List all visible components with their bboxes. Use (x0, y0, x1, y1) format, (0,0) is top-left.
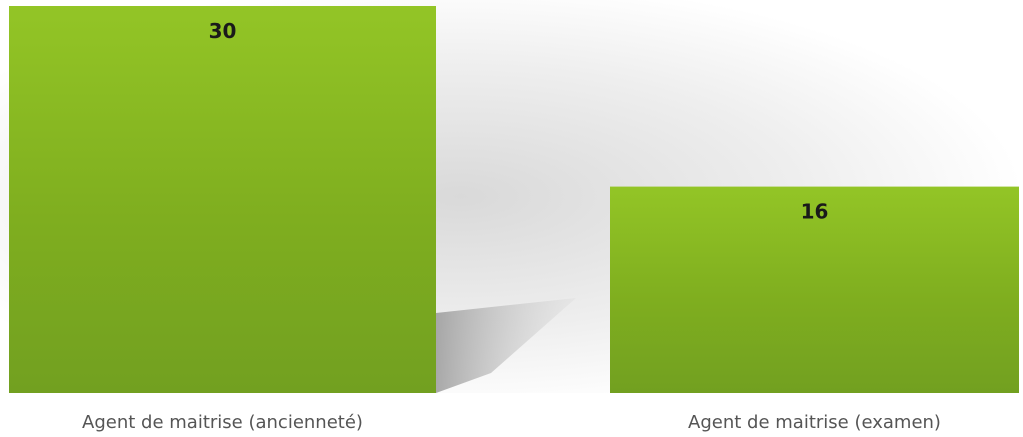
bar-shadows (436, 298, 576, 393)
bar-shadow (436, 298, 576, 393)
category-label: Agent de maitrise (ancienneté) (82, 412, 363, 433)
bars (9, 6, 1019, 393)
value-labels: 30 16 (209, 19, 829, 224)
bar-value-label: 30 (209, 19, 237, 43)
bar-value-label: 16 (801, 200, 829, 224)
bar-2 (610, 186, 1019, 393)
category-label: Agent de maitrise (examen) (688, 412, 941, 433)
bar-1 (9, 6, 436, 393)
category-labels: Agent de maitrise (ancienneté) Agent de m… (82, 412, 941, 433)
